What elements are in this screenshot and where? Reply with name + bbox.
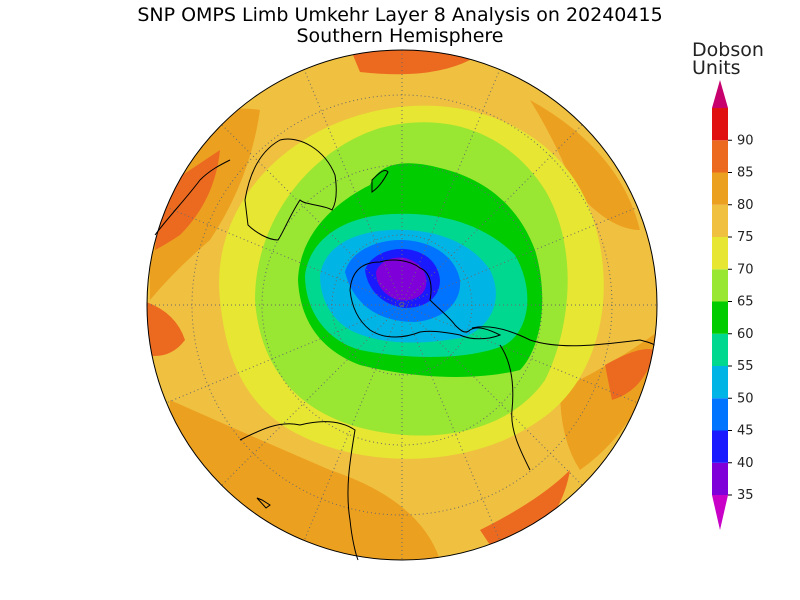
new-zealand-outline	[371, 169, 389, 193]
contour-85	[147, 300, 185, 356]
colorbar-tick-label: 40	[737, 456, 754, 471]
colorbar-tick-label: 75	[737, 230, 754, 245]
chart-title: SNP OMPS Limb Umkehr Layer 8 Analysis on…	[137, 4, 663, 26]
colorbar-cell	[712, 172, 728, 205]
colorbar-over-triangle	[712, 80, 728, 108]
colorbar-cell	[712, 140, 728, 173]
colorbar-cell	[712, 430, 728, 463]
colorbar-cell	[712, 269, 728, 302]
island-outline	[154, 159, 231, 236]
colorbar: 35 40 45 50 55 60 65 70 75 80 85 90	[712, 80, 754, 530]
contour-85	[605, 349, 655, 400]
map-boundary	[146, 49, 658, 561]
meridian-line	[221, 124, 583, 486]
contour-80	[530, 100, 640, 230]
south-america-outline	[471, 326, 655, 347]
colorbar-cell	[712, 333, 728, 366]
colorbar-cell	[712, 301, 728, 334]
colorbar-tick-label: 65	[737, 295, 754, 310]
colorbar-tick-label: 80	[737, 198, 754, 213]
contour-35	[376, 257, 427, 301]
colorbar-cell	[712, 204, 728, 237]
graticule	[147, 50, 657, 560]
australia-outline	[244, 138, 337, 241]
colorbar-unit-label: Dobson	[692, 39, 764, 61]
colorbar-tick-label: 90	[737, 133, 754, 148]
colorbar-under-triangle	[712, 495, 728, 530]
colorbar-tick-label: 55	[737, 359, 754, 374]
meridian-line	[221, 124, 583, 486]
contour-85	[155, 150, 220, 250]
latitude-circle	[261, 164, 543, 446]
colorbar-cell	[712, 237, 728, 270]
south-america-outline	[499, 344, 531, 471]
colorbar-cell	[712, 366, 728, 399]
colorbar-cell	[712, 398, 728, 431]
colorbar-tick-label: 70	[737, 262, 754, 277]
colorbar-tick-label: 60	[737, 327, 754, 342]
colorbar-unit-label: Units	[692, 57, 741, 79]
chart-subtitle: Southern Hemisphere	[296, 25, 504, 47]
colorbar-tick-label: 50	[737, 391, 754, 406]
ozone-map	[146, 49, 658, 561]
coastlines	[154, 138, 655, 561]
colorbar-cell	[712, 108, 728, 141]
colorbar-cells	[712, 108, 728, 495]
ozone-field	[147, 50, 657, 560]
colorbar-tick-label: 85	[737, 166, 754, 181]
colorbar-tick-label: 35	[737, 488, 754, 503]
antarctica-outline	[349, 259, 502, 340]
colorbar-cell	[712, 462, 728, 495]
colorbar-tick-label: 45	[737, 424, 754, 439]
africa-outline	[239, 421, 359, 561]
colorbar-ticks: 35 40 45 50 55 60 65 70 75 80 85 90	[728, 133, 754, 503]
madagascar-outline	[256, 497, 271, 509]
contour-85	[480, 470, 570, 560]
